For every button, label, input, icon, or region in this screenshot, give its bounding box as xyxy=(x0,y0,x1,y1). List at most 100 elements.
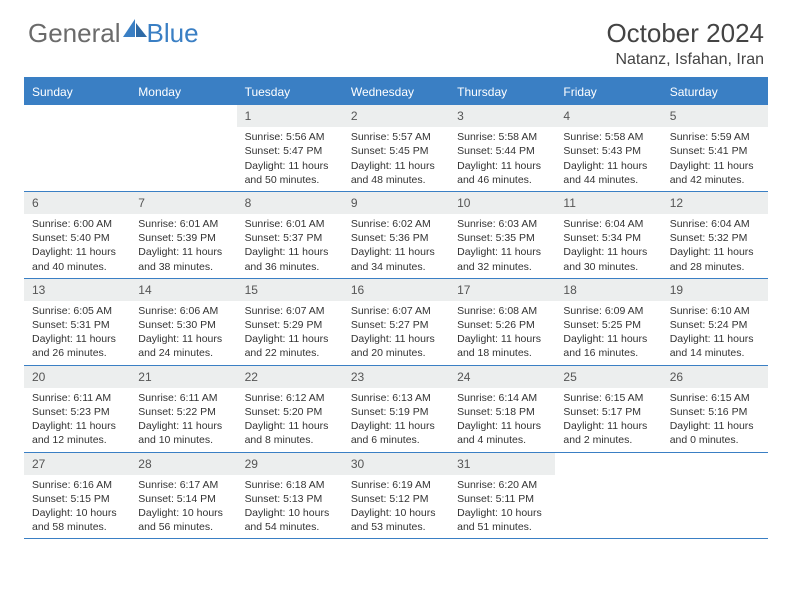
day-details: Sunrise: 6:11 AMSunset: 5:22 PMDaylight:… xyxy=(130,388,236,452)
sunrise-line: Sunrise: 6:07 AM xyxy=(351,304,441,318)
sunset-line: Sunset: 5:15 PM xyxy=(32,492,122,506)
day-details: Sunrise: 6:09 AMSunset: 5:25 PMDaylight:… xyxy=(555,301,661,365)
sunset-line: Sunset: 5:14 PM xyxy=(138,492,228,506)
sunrise-line: Sunrise: 5:59 AM xyxy=(670,130,760,144)
day-details: Sunrise: 6:04 AMSunset: 5:34 PMDaylight:… xyxy=(555,214,661,278)
calendar-day: 31Sunrise: 6:20 AMSunset: 5:11 PMDayligh… xyxy=(449,453,555,539)
weekday-header: Friday xyxy=(555,79,661,105)
calendar-day: 1Sunrise: 5:56 AMSunset: 5:47 PMDaylight… xyxy=(237,105,343,191)
day-number: 6 xyxy=(24,192,130,214)
calendar-week: 13Sunrise: 6:05 AMSunset: 5:31 PMDayligh… xyxy=(24,279,768,366)
calendar-day: 10Sunrise: 6:03 AMSunset: 5:35 PMDayligh… xyxy=(449,192,555,278)
logo: General Blue xyxy=(28,18,199,49)
daylight-line: Daylight: 11 hours and 2 minutes. xyxy=(563,419,653,447)
sunrise-line: Sunrise: 6:04 AM xyxy=(670,217,760,231)
sunrise-line: Sunrise: 6:20 AM xyxy=(457,478,547,492)
logo-text-blue: Blue xyxy=(147,18,199,49)
calendar-day: . xyxy=(662,453,768,539)
calendar-week: 20 Sunrise: 6:11 AMSunset: 5:23 PM Dayligh… xyxy=(24,366,768,453)
calendar-day: 25Sunrise: 6:15 AMSunset: 5:17 PMDayligh… xyxy=(555,366,661,452)
day-details: Sunrise: 6:19 AMSunset: 5:12 PMDaylight:… xyxy=(343,475,449,539)
daylight-line: Daylight: 11 hours and 30 minutes. xyxy=(563,245,653,273)
calendar-day: 4Sunrise: 5:58 AMSunset: 5:43 PMDaylight… xyxy=(555,105,661,191)
weekday-header: Wednesday xyxy=(343,79,449,105)
sunrise-line: Sunrise: 5:58 AM xyxy=(457,130,547,144)
sunrise-line: Sunrise: 6:16 AM xyxy=(32,478,122,492)
sunrise-line: Sunrise: 6:11 AM xyxy=(32,391,122,405)
day-number: 10 xyxy=(449,192,555,214)
calendar-day: 8Sunrise: 6:01 AMSunset: 5:37 PMDaylight… xyxy=(237,192,343,278)
sunset-line: Sunset: 5:24 PM xyxy=(670,318,760,332)
sunset-line: Sunset: 5:16 PM xyxy=(670,405,760,419)
sunset-line: Sunset: 5:47 PM xyxy=(245,144,335,158)
header: General Blue October 2024 Natanz, Isfaha… xyxy=(0,0,792,77)
calendar-day: 9Sunrise: 6:02 AMSunset: 5:36 PMDaylight… xyxy=(343,192,449,278)
daylight-line: Daylight: 10 hours and 51 minutes. xyxy=(457,506,547,534)
day-number: 7 xyxy=(130,192,236,214)
sunset-line: Sunset: 5:34 PM xyxy=(563,231,653,245)
sunset-line: Sunset: 5:45 PM xyxy=(351,144,441,158)
day-number: 31 xyxy=(449,453,555,475)
sunrise-line: Sunrise: 5:57 AM xyxy=(351,130,441,144)
day-details: Sunrise: 6:12 AMSunset: 5:20 PMDaylight:… xyxy=(237,388,343,452)
day-number: 5 xyxy=(662,105,768,127)
day-number: 26 xyxy=(662,366,768,388)
daylight-line: Daylight: 11 hours and 38 minutes. xyxy=(138,245,228,273)
day-details: Sunrise: 5:58 AMSunset: 5:43 PMDaylight:… xyxy=(555,127,661,191)
weekday-header: Saturday xyxy=(662,79,768,105)
sunset-line: Sunset: 5:26 PM xyxy=(457,318,547,332)
daylight-line: Daylight: 11 hours and 0 minutes. xyxy=(670,419,760,447)
weekday-header: Thursday xyxy=(449,79,555,105)
day-details: Sunrise: 6:15 AMSunset: 5:17 PMDaylight:… xyxy=(555,388,661,452)
logo-sail-icon xyxy=(123,19,147,37)
sunrise-line: Sunrise: 6:09 AM xyxy=(563,304,653,318)
daylight-line: Daylight: 11 hours and 22 minutes. xyxy=(245,332,335,360)
day-details: Sunrise: 6:20 AMSunset: 5:11 PMDaylight:… xyxy=(449,475,555,539)
daylight-line: Daylight: 10 hours and 58 minutes. xyxy=(32,506,122,534)
day-details: Sunrise: 6:18 AMSunset: 5:13 PMDaylight:… xyxy=(237,475,343,539)
day-number: 11 xyxy=(555,192,661,214)
day-details: Sunrise: 6:01 AMSunset: 5:39 PMDaylight:… xyxy=(130,214,236,278)
sunrise-line: Sunrise: 6:02 AM xyxy=(351,217,441,231)
calendar-day: 23Sunrise: 6:13 AMSunset: 5:19 PMDayligh… xyxy=(343,366,449,452)
day-number: 27 xyxy=(24,453,130,475)
weekday-header: Monday xyxy=(130,79,236,105)
sunrise-line: Sunrise: 6:14 AM xyxy=(457,391,547,405)
logo-text-general: General xyxy=(28,18,121,49)
sunrise-line: Sunrise: 6:03 AM xyxy=(457,217,547,231)
calendar-week: . . 1Sunrise: 5:56 AMSunset: 5:47 PMDayl… xyxy=(24,105,768,192)
calendar-week: 6Sunrise: 6:00 AMSunset: 5:40 PMDaylight… xyxy=(24,192,768,279)
sunset-line: Sunset: 5:19 PM xyxy=(351,405,441,419)
daylight-line: Daylight: 11 hours and 32 minutes. xyxy=(457,245,547,273)
sunset-line: Sunset: 5:44 PM xyxy=(457,144,547,158)
sunset-line: Sunset: 5:17 PM xyxy=(563,405,653,419)
daylight-line: Daylight: 11 hours and 8 minutes. xyxy=(245,419,335,447)
calendar-day: 2Sunrise: 5:57 AMSunset: 5:45 PMDaylight… xyxy=(343,105,449,191)
sunset-line: Sunset: 5:30 PM xyxy=(138,318,228,332)
day-number: 19 xyxy=(662,279,768,301)
day-details: Sunrise: 6:04 AMSunset: 5:32 PMDaylight:… xyxy=(662,214,768,278)
day-number: 20 xyxy=(24,366,130,388)
day-details: Sunrise: 6:03 AMSunset: 5:35 PMDaylight:… xyxy=(449,214,555,278)
day-number: 15 xyxy=(237,279,343,301)
day-number: 12 xyxy=(662,192,768,214)
calendar-day: 28Sunrise: 6:17 AMSunset: 5:14 PMDayligh… xyxy=(130,453,236,539)
day-details: Sunrise: 6:08 AMSunset: 5:26 PMDaylight:… xyxy=(449,301,555,365)
sunrise-line: Sunrise: 6:05 AM xyxy=(32,304,122,318)
daylight-line: Daylight: 11 hours and 36 minutes. xyxy=(245,245,335,273)
sunset-line: Sunset: 5:23 PM xyxy=(32,405,122,419)
day-details: Sunrise: 6:05 AMSunset: 5:31 PMDaylight:… xyxy=(24,301,130,365)
calendar-day: 17Sunrise: 6:08 AMSunset: 5:26 PMDayligh… xyxy=(449,279,555,365)
day-details: Sunrise: 6:07 AMSunset: 5:27 PMDaylight:… xyxy=(343,301,449,365)
day-details: Sunrise: 6:06 AMSunset: 5:30 PMDaylight:… xyxy=(130,301,236,365)
sunrise-line: Sunrise: 6:17 AM xyxy=(138,478,228,492)
day-number: 4 xyxy=(555,105,661,127)
day-details: Sunrise: 6:15 AMSunset: 5:16 PMDaylight:… xyxy=(662,388,768,452)
calendar-day: 5Sunrise: 5:59 AMSunset: 5:41 PMDaylight… xyxy=(662,105,768,191)
sunset-line: Sunset: 5:39 PM xyxy=(138,231,228,245)
sunset-line: Sunset: 5:43 PM xyxy=(563,144,653,158)
sunset-line: Sunset: 5:41 PM xyxy=(670,144,760,158)
day-details: Sunrise: 6:10 AMSunset: 5:24 PMDaylight:… xyxy=(662,301,768,365)
calendar-day: 21Sunrise: 6:11 AMSunset: 5:22 PMDayligh… xyxy=(130,366,236,452)
daylight-line: Daylight: 11 hours and 24 minutes. xyxy=(138,332,228,360)
